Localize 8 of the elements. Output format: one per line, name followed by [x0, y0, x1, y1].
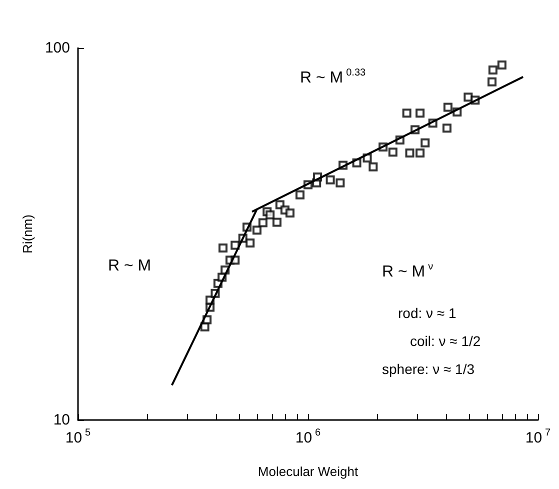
- annotation: rod: ν ≈ 1: [398, 305, 456, 321]
- y-tick-label: 100: [44, 40, 70, 56]
- annotation: coil: ν ≈ 1/2: [410, 333, 481, 349]
- y-tick-label: 10: [53, 412, 70, 428]
- x-axis-title: Molecular Weight: [258, 464, 358, 479]
- annotation: R ~ M: [108, 258, 152, 274]
- y-axis-title: Ri(nm): [20, 214, 36, 254]
- annotation: sphere: ν ≈ 1/3: [382, 361, 475, 377]
